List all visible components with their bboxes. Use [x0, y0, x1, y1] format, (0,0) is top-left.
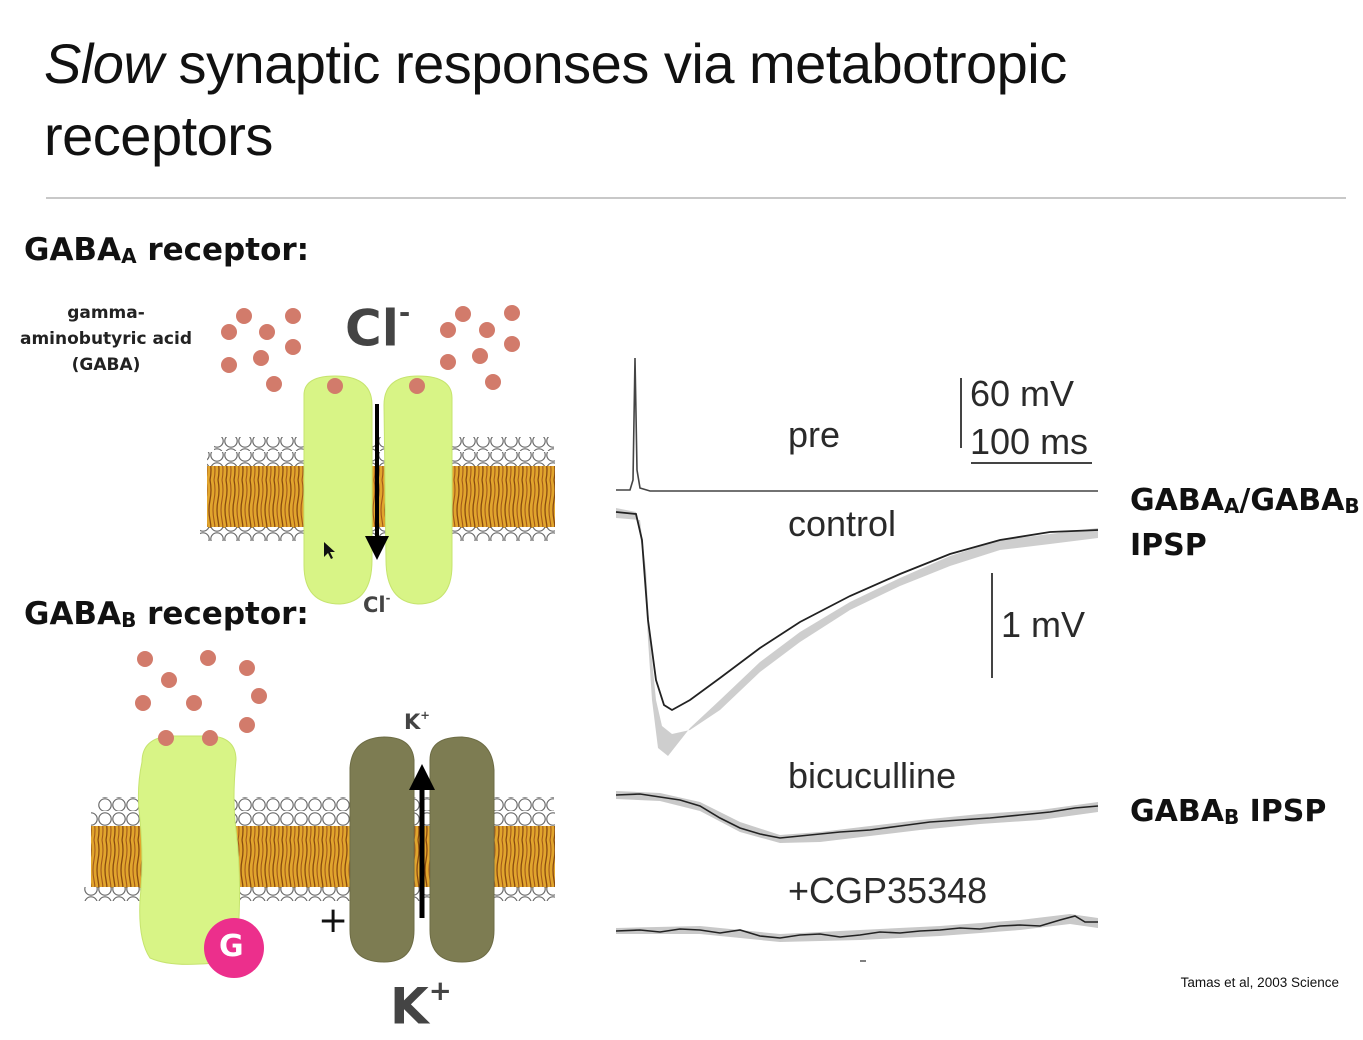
k-ion-bottom: K+	[390, 975, 452, 1036]
gaba-a-b-ipsp-label: GABAA/GABAB IPSP	[1130, 483, 1360, 563]
gaba-molecules-a-right	[440, 305, 520, 390]
gaba-b-ipsp-label: GABAB IPSP	[1130, 794, 1327, 829]
citation: Tamas et al, 2003 Science	[1180, 975, 1339, 990]
slide-title-rest: synaptic responses via metabotropic rece…	[44, 32, 1067, 167]
bicuculline-trace	[615, 793, 1099, 839]
control-label: control	[788, 503, 897, 544]
plus-sign: +	[318, 900, 349, 941]
k-ion-top: K+	[404, 708, 430, 734]
k-channel-right	[429, 736, 495, 963]
bicuculline-band	[616, 791, 1098, 843]
gaba-a-channel-right	[383, 375, 453, 605]
gaba-b-receptor-label: GABAB receptor:	[24, 596, 309, 632]
k-channel-left	[349, 736, 415, 963]
pre-trace	[616, 357, 1098, 492]
gaba-a-channel-left	[303, 375, 373, 605]
control-trace-band	[616, 508, 1098, 756]
pre-label: pre	[788, 414, 841, 455]
scale-100ms-label: 100 ms	[970, 421, 1089, 462]
cgp-label: +CGP35348	[788, 870, 988, 911]
cgp-trace	[615, 915, 1098, 939]
ephys-traces	[615, 357, 1099, 962]
slide-title-italic: Slow	[44, 32, 164, 95]
mouse-cursor-icon	[324, 542, 335, 559]
k-flow-arrow	[409, 764, 435, 918]
bicuculline-label: bicuculline	[788, 755, 957, 796]
gaba-a-membrane	[200, 437, 555, 541]
scale-1mv-label: 1 mV	[1001, 604, 1086, 645]
cl-flow-arrow	[365, 404, 389, 560]
scale-60mv-label: 60 mV	[970, 373, 1075, 414]
slide-title: Slow synaptic responses via metabotropic…	[44, 28, 1244, 172]
title-divider	[46, 197, 1346, 199]
control-trace	[615, 511, 1099, 712]
gaba-molecules-b	[135, 650, 267, 733]
cgp-band	[616, 914, 1098, 942]
cl-ion-bottom: Cl-	[363, 591, 391, 617]
g-protein-icon	[204, 918, 264, 978]
gaba-molecules-a-left	[221, 308, 301, 392]
gaba-neurotransmitter-label: gamma-aminobutyric acid (GABA)	[19, 303, 193, 375]
cl-ion-top: Cl-	[345, 297, 411, 358]
g-protein-label: G	[219, 929, 244, 964]
gaba-a-receptor-label: GABAA receptor:	[24, 232, 310, 268]
